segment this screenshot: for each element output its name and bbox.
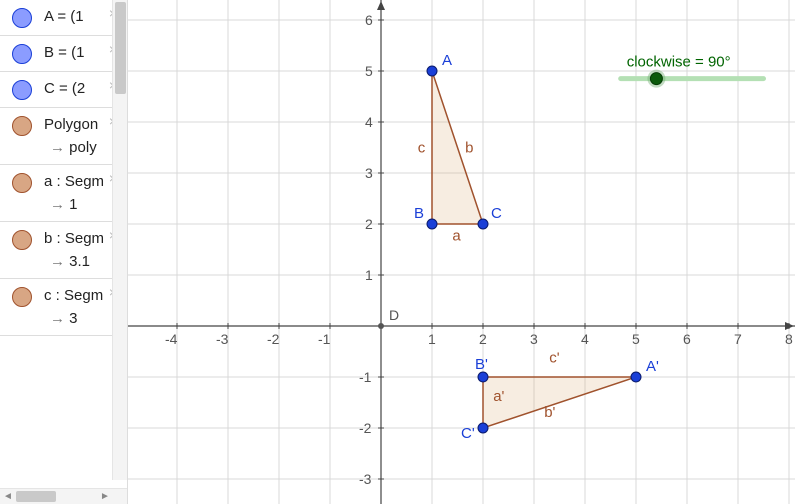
sidebar-item-4[interactable]: ×a : Segm→ 1 (0, 165, 127, 222)
point-label-d: D (389, 307, 399, 323)
side-label-c: c (418, 140, 426, 157)
sidebar-item-1[interactable]: ×B = (1 (0, 36, 127, 72)
y-tick-label: -1 (359, 369, 372, 385)
y-tick-label: 4 (365, 114, 373, 130)
object-value: 3.1 (69, 253, 90, 270)
arrow-icon: → (50, 310, 69, 327)
y-tick-label: 5 (365, 63, 373, 79)
point-a[interactable] (427, 66, 437, 76)
object-value: poly (69, 139, 97, 156)
side-label-a: a (452, 227, 461, 244)
object-label: a : Segm (44, 173, 104, 190)
object-swatch-icon[interactable] (12, 173, 32, 193)
object-value: 1 (69, 196, 77, 213)
sidebar-item-5[interactable]: ×b : Segm→ 3.1 (0, 222, 127, 279)
y-tick-label: 2 (365, 216, 373, 232)
x-tick-label: 6 (683, 331, 691, 347)
object-swatch-icon[interactable] (12, 80, 32, 100)
y-tick-label: 3 (365, 165, 373, 181)
point-label-b: B (414, 205, 424, 222)
x-tick-label: -2 (267, 331, 280, 347)
y-tick-label: 6 (365, 12, 373, 28)
sidebar-scrollbar-vertical[interactable] (112, 0, 127, 480)
point-a-prime[interactable] (631, 372, 641, 382)
y-axis-arrow-icon (377, 1, 385, 10)
x-tick-label: 2 (479, 331, 487, 347)
scroll-right-icon[interactable]: ► (99, 491, 111, 503)
object-label: Polygon (44, 116, 98, 133)
object-swatch-icon[interactable] (12, 8, 32, 28)
sidebar-scrollbar-horizontal[interactable]: ◄ ► (0, 488, 128, 504)
side-label-b-prime: b' (544, 404, 555, 421)
slider-handle[interactable] (650, 73, 662, 85)
y-tick-label: -3 (359, 471, 372, 487)
x-tick-label: -1 (318, 331, 331, 347)
scroll-left-icon[interactable]: ◄ (2, 491, 14, 503)
graph-view[interactable]: -4 -3 -2 -1 1 2 3 4 5 6 7 8 -3 -2 -1 1 2 3 4 5 6 a b c a' b' c' D A B… (128, 0, 795, 504)
side-label-b: b (465, 140, 473, 157)
side-label-c-prime: c' (549, 350, 560, 367)
x-tick-label: 4 (581, 331, 589, 347)
sidebar-item-6[interactable]: ×c : Segm→ 3 (0, 279, 127, 336)
point-label-c: C (491, 205, 502, 222)
x-tick-label: 7 (734, 331, 742, 347)
x-tick-label: 3 (530, 331, 538, 347)
x-tick-label: 1 (428, 331, 436, 347)
object-label: A = (1 (44, 8, 84, 25)
point-b-prime[interactable] (478, 372, 488, 382)
point-label-c-prime: C' (461, 425, 475, 442)
point-d[interactable] (378, 323, 384, 329)
object-label: b : Segm (44, 230, 104, 247)
algebra-sidebar: ×A = (1×B = (1×C = (2×Polygon→ poly×a : … (0, 0, 128, 504)
point-label-a-prime: A' (646, 358, 659, 375)
sidebar-item-3[interactable]: ×Polygon→ poly (0, 108, 127, 165)
triangle-abc-prime[interactable] (483, 377, 636, 428)
point-label-b-prime: B' (475, 356, 488, 373)
arrow-icon: → (50, 196, 69, 213)
object-label: C = (2 (44, 80, 85, 97)
object-swatch-icon[interactable] (12, 116, 32, 136)
object-label: c : Segm (44, 287, 103, 304)
sidebar-item-0[interactable]: ×A = (1 (0, 0, 127, 36)
x-tick-label: 5 (632, 331, 640, 347)
object-label: B = (1 (44, 44, 84, 61)
object-value: 3 (69, 310, 77, 327)
object-swatch-icon[interactable] (12, 287, 32, 307)
object-swatch-icon[interactable] (12, 230, 32, 250)
scrollbar-thumb-horizontal[interactable] (16, 491, 56, 502)
object-swatch-icon[interactable] (12, 44, 32, 64)
x-tick-label: 8 (785, 331, 793, 347)
arrow-icon: → (50, 139, 69, 156)
sidebar-item-2[interactable]: ×C = (2 (0, 72, 127, 108)
point-label-a: A (442, 52, 452, 69)
point-c-prime[interactable] (478, 423, 488, 433)
arrow-icon: → (50, 253, 69, 270)
slider-label: clockwise = 90° (627, 54, 731, 71)
triangle-abc[interactable] (432, 71, 483, 224)
y-tick-label: 1 (365, 267, 373, 283)
x-tick-label: -4 (165, 331, 178, 347)
y-tick-label: -2 (359, 420, 372, 436)
side-label-a-prime: a' (493, 388, 504, 405)
scrollbar-thumb-vertical[interactable] (115, 2, 126, 94)
x-tick-label: -3 (216, 331, 229, 347)
point-b[interactable] (427, 219, 437, 229)
point-c[interactable] (478, 219, 488, 229)
